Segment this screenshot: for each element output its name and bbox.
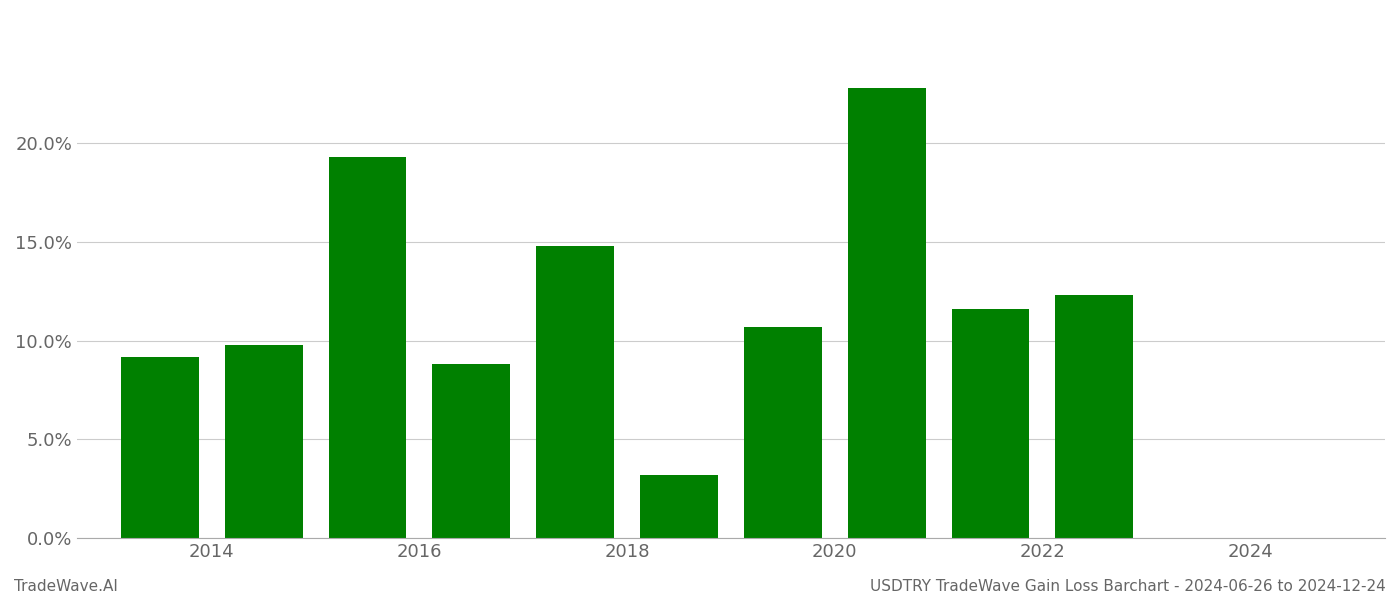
Bar: [1056, 295, 1133, 538]
Bar: [433, 364, 511, 538]
Bar: [329, 157, 406, 538]
Text: USDTRY TradeWave Gain Loss Barchart - 2024-06-26 to 2024-12-24: USDTRY TradeWave Gain Loss Barchart - 20…: [871, 579, 1386, 594]
Bar: [848, 88, 925, 538]
Bar: [120, 356, 199, 538]
Bar: [743, 327, 822, 538]
Text: TradeWave.AI: TradeWave.AI: [14, 579, 118, 594]
Bar: [952, 309, 1029, 538]
Bar: [225, 344, 302, 538]
Bar: [640, 475, 718, 538]
Bar: [536, 246, 615, 538]
